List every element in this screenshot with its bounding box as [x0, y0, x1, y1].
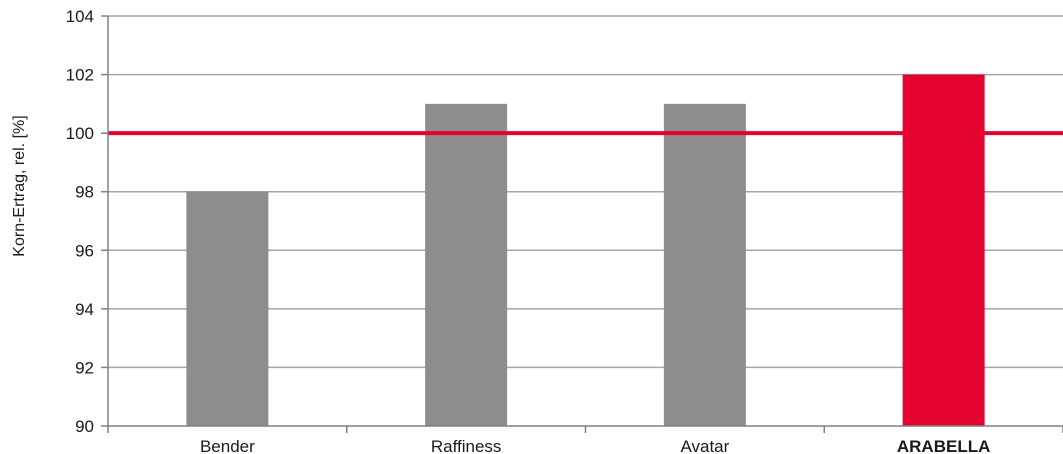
y-tick-label-92: 92 — [75, 358, 94, 377]
y-tick-label-104: 104 — [66, 7, 94, 26]
y-tick-label-102: 102 — [66, 66, 94, 85]
x-tick-label-raffiness: Raffiness — [431, 437, 502, 454]
y-tick-label-90: 90 — [75, 417, 94, 436]
y-tick-label-94: 94 — [75, 300, 94, 319]
y-tick-label-98: 98 — [75, 183, 94, 202]
x-tick-label-arabella: ARABELLA — [897, 437, 991, 454]
axis-layer — [101, 15, 1063, 433]
bar-bender — [186, 191, 269, 426]
label-layer: 90 92 94 96 98 100 102 104 Bender Raffiness Avatar… — [66, 7, 991, 454]
x-tick-label-bender: Bender — [200, 437, 255, 454]
y-tick-label-96: 96 — [75, 241, 94, 260]
x-tick-label-avatar: Avatar — [680, 437, 729, 454]
bar-avatar — [663, 103, 746, 426]
y-tick-label-100: 100 — [66, 124, 94, 143]
y-axis-title: Korn-Ertrag, rel. [%] — [11, 115, 28, 256]
bar-raffiness — [425, 103, 508, 426]
bar-arabella — [902, 74, 985, 427]
